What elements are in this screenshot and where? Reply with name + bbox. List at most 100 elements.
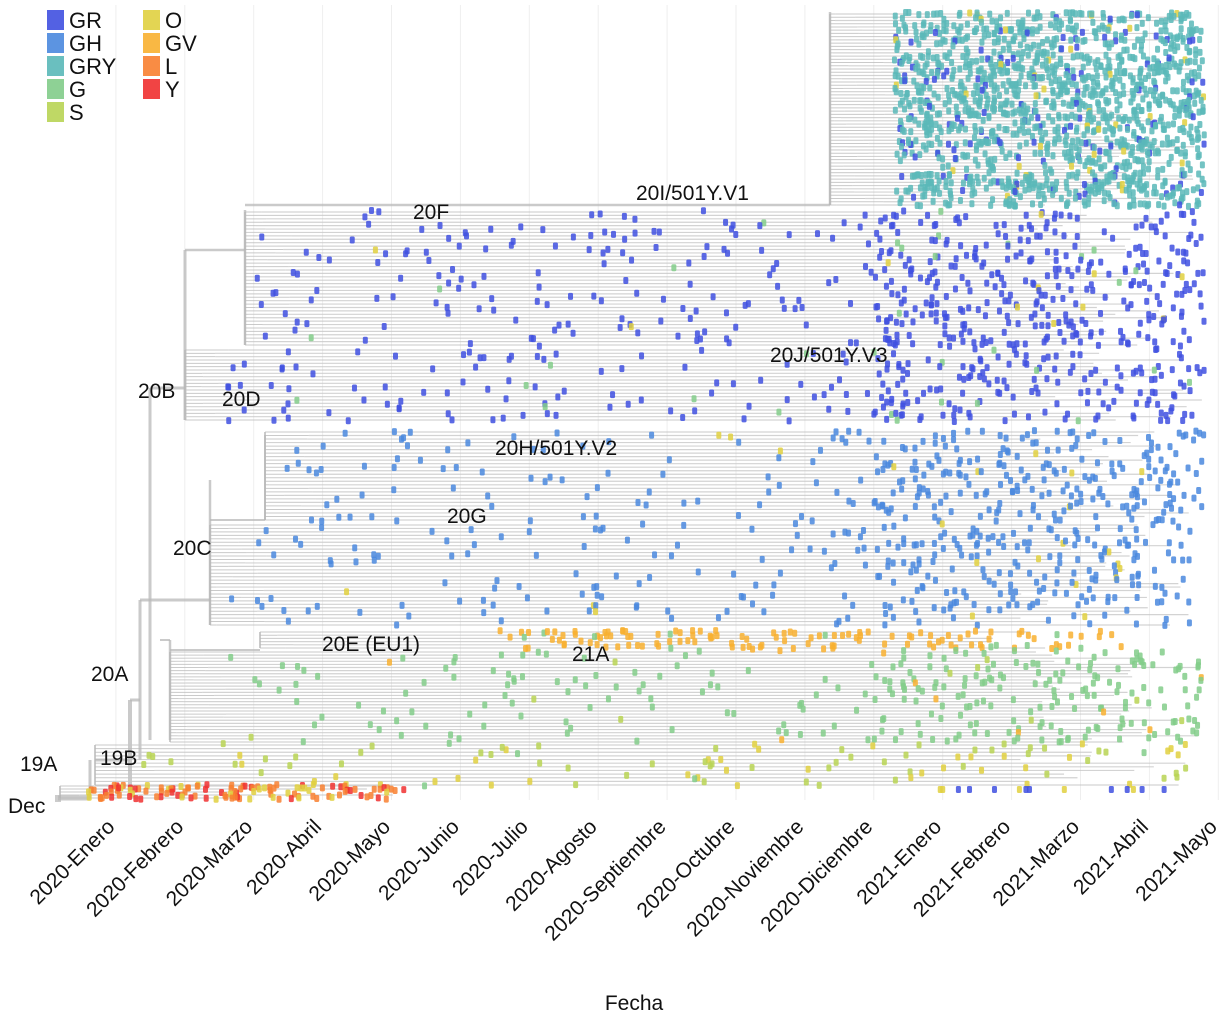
sample-dot <box>957 471 963 479</box>
sample-dot <box>848 753 854 761</box>
sample-dot <box>1163 615 1169 623</box>
sample-dot <box>794 531 800 539</box>
sample-dot <box>423 248 429 256</box>
sample-dot <box>1113 37 1119 45</box>
sample-dot <box>1096 489 1102 497</box>
sample-dot <box>934 40 940 48</box>
sample-dot <box>1041 85 1047 93</box>
sample-dot <box>927 640 933 648</box>
sample-dot <box>974 173 980 181</box>
sample-dot <box>914 586 920 594</box>
sample-dot <box>753 581 759 589</box>
sample-dot <box>488 750 494 758</box>
sample-dot <box>1163 501 1169 509</box>
sample-dot <box>1058 211 1064 219</box>
sample-dot <box>928 632 934 640</box>
sample-dot <box>593 602 599 610</box>
sample-dot <box>936 456 942 464</box>
sample-dot <box>921 389 927 397</box>
sample-dot <box>948 194 954 202</box>
sample-dot <box>1011 717 1017 725</box>
sample-dot <box>444 537 450 545</box>
sample-dot <box>942 52 948 60</box>
sample-dot <box>467 340 473 348</box>
sample-dot <box>749 763 755 771</box>
sample-dot <box>1070 67 1076 75</box>
sample-dot <box>895 543 901 551</box>
sample-dot <box>537 759 543 767</box>
sample-dot <box>399 601 405 609</box>
sample-dot <box>1186 619 1192 627</box>
sample-dot <box>873 673 879 681</box>
sample-dot <box>1089 575 1095 583</box>
sample-dot <box>702 758 708 766</box>
sample-dot <box>962 681 968 689</box>
sample-dot <box>906 256 912 264</box>
sample-dot <box>1158 217 1164 225</box>
sample-dot <box>900 596 906 604</box>
sample-dot <box>973 146 979 154</box>
sample-dot <box>929 69 935 77</box>
sample-dot <box>1054 400 1060 408</box>
sample-dot <box>1110 130 1116 138</box>
sample-dot <box>1045 322 1051 330</box>
sample-dot <box>879 393 885 401</box>
sample-dot <box>1113 569 1119 577</box>
sample-dot <box>1136 581 1142 589</box>
sample-dot <box>1185 702 1191 710</box>
sample-dot <box>882 676 888 684</box>
sample-dot <box>285 348 291 356</box>
sample-dot <box>1164 270 1170 278</box>
sample-dot <box>1199 457 1205 465</box>
sample-dot <box>1065 24 1071 32</box>
sample-dot <box>1193 239 1199 247</box>
sample-dot <box>1128 98 1134 106</box>
sample-dot <box>1026 70 1032 78</box>
sample-dot <box>889 290 895 298</box>
sample-dot <box>1119 186 1125 194</box>
sample-dot <box>394 621 400 629</box>
sample-dot <box>928 119 934 127</box>
sample-dot <box>680 304 686 312</box>
sample-dot <box>419 225 425 233</box>
sample-dot <box>1147 64 1153 72</box>
sample-dot <box>999 147 1005 155</box>
sample-dot <box>1086 194 1092 202</box>
sample-dot <box>979 340 985 348</box>
sample-dot <box>909 597 915 605</box>
sample-dot <box>1067 368 1073 376</box>
sample-dot <box>892 20 898 28</box>
sample-dot <box>1162 589 1168 597</box>
sample-dot <box>681 499 687 507</box>
sample-dot <box>952 285 958 293</box>
sample-dot <box>1006 319 1012 327</box>
sample-dot <box>940 163 946 171</box>
sample-dot <box>1081 180 1087 188</box>
sample-dot <box>943 182 949 190</box>
sample-dot <box>1052 516 1058 524</box>
sample-dot <box>946 171 952 179</box>
sample-dot <box>1152 375 1158 383</box>
sample-dot <box>326 409 332 417</box>
sample-dot <box>635 329 641 337</box>
sample-dot <box>895 228 901 236</box>
sample-dot <box>913 137 919 145</box>
sample-dot <box>723 766 729 774</box>
sample-dot <box>1095 341 1101 349</box>
sample-dot <box>635 641 641 649</box>
sample-dot <box>902 514 908 522</box>
sample-dot <box>1187 286 1193 294</box>
sample-dot <box>1023 82 1029 90</box>
sample-dot <box>1013 588 1019 596</box>
sample-dot <box>899 244 905 252</box>
sample-dot <box>724 709 730 717</box>
sample-dot <box>777 447 783 455</box>
sample-dot <box>1074 214 1080 222</box>
sample-dot <box>943 665 949 673</box>
sample-dot <box>1171 470 1177 478</box>
sample-dot <box>1006 45 1012 53</box>
sample-dot <box>981 32 987 40</box>
sample-dot <box>907 768 913 776</box>
sample-dot <box>1069 111 1075 119</box>
sample-dot <box>1106 270 1112 278</box>
